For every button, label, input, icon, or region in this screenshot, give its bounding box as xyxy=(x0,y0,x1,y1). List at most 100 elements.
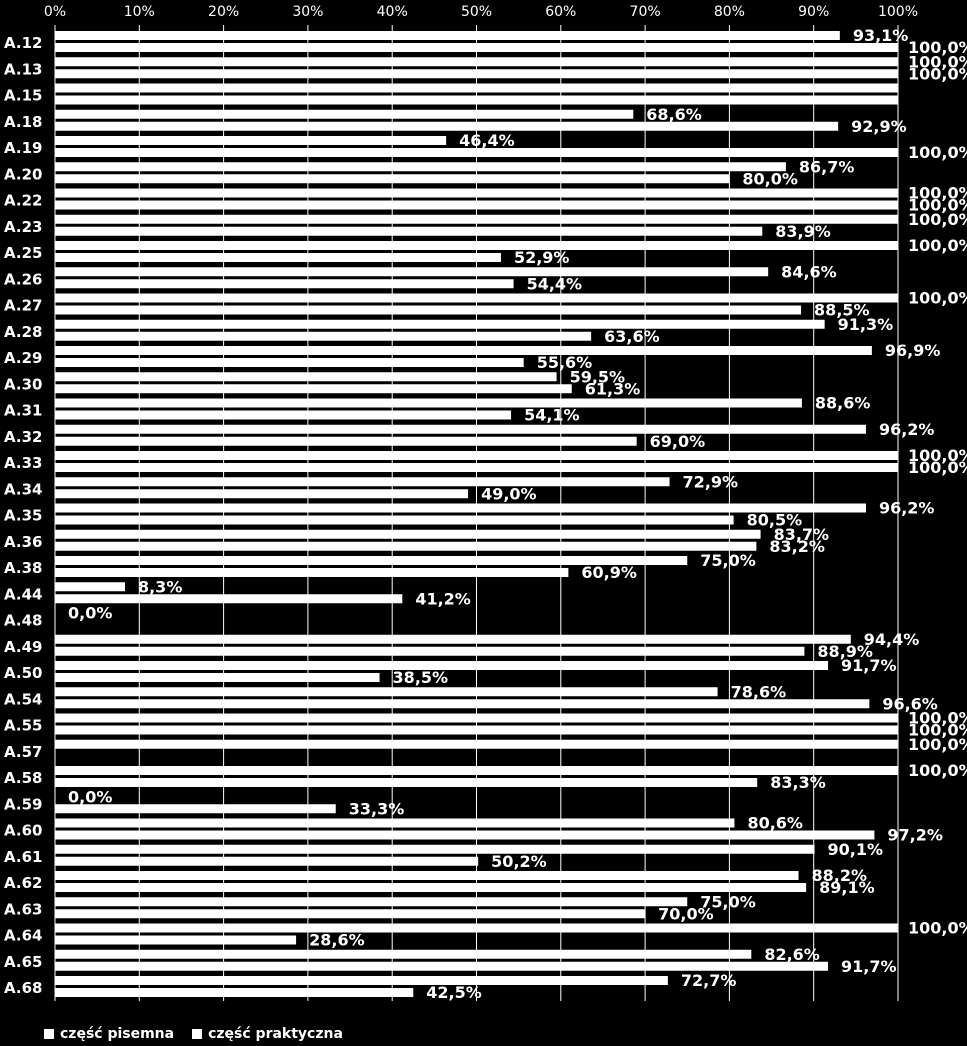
bar-pisemna xyxy=(55,83,898,93)
x-tick-label: 10% xyxy=(124,4,155,20)
bar-pisemna xyxy=(55,162,786,172)
data-label: 54,1% xyxy=(524,406,580,425)
legend-item-praktyczna: część praktyczna xyxy=(192,1026,343,1042)
bar-pisemna xyxy=(55,661,829,670)
category-label: A.64 xyxy=(4,927,42,945)
bar-praktyczna xyxy=(55,279,514,289)
category-label: A.54 xyxy=(4,690,42,708)
bar-praktyczna xyxy=(55,856,479,866)
legend-swatch-praktyczna xyxy=(192,1029,203,1039)
data-label: 55,6% xyxy=(537,353,593,372)
bar-pisemna xyxy=(55,372,557,382)
bar-pisemna xyxy=(55,424,866,434)
category-label: A.34 xyxy=(4,480,42,498)
bar-praktyczna xyxy=(55,200,898,210)
bar-praktyczna xyxy=(55,331,592,341)
x-tick-label: 70% xyxy=(630,4,661,20)
category-label: A.31 xyxy=(4,402,42,420)
category-label: A.22 xyxy=(4,192,42,210)
bar-pisemna xyxy=(55,31,840,40)
data-label: 96,6% xyxy=(882,694,938,713)
category-label: A.23 xyxy=(4,218,42,236)
data-label: 100,0% xyxy=(908,143,967,162)
data-label: 90,1% xyxy=(828,840,884,859)
data-label: 100,0% xyxy=(908,709,967,728)
category-label: A.58 xyxy=(4,769,42,787)
category-label: A.44 xyxy=(4,585,42,603)
data-label: 96,9% xyxy=(885,341,941,360)
bar-praktyczna xyxy=(55,699,870,709)
data-label: 88,6% xyxy=(815,394,871,413)
category-label: A.59 xyxy=(4,795,42,813)
category-label: A.15 xyxy=(4,87,42,105)
data-label: 75,0% xyxy=(700,551,756,570)
data-label: 38,5% xyxy=(393,668,449,687)
category-label: A.32 xyxy=(4,428,42,446)
data-label: 72,9% xyxy=(683,472,739,491)
data-label: 8,3% xyxy=(138,577,182,596)
bar-pisemna xyxy=(55,214,898,224)
bar-praktyczna xyxy=(55,725,898,735)
data-label: 100,0% xyxy=(908,196,967,215)
x-tick-label: 60% xyxy=(545,4,576,20)
bar-praktyczna xyxy=(55,305,802,315)
bar-pisemna xyxy=(55,451,898,460)
category-label: A.36 xyxy=(4,533,42,551)
data-label: 91,7% xyxy=(841,656,897,675)
category-label: A.26 xyxy=(4,270,42,288)
category-label: A.27 xyxy=(4,297,42,315)
bar-pisemna xyxy=(55,976,668,985)
bar-praktyczna xyxy=(55,778,758,787)
x-tick-label: 20% xyxy=(208,4,239,20)
bar-pisemna xyxy=(55,503,866,513)
data-label: 69,0% xyxy=(650,432,706,451)
category-label: A.50 xyxy=(4,664,42,682)
legend-swatch-pisemna xyxy=(44,1029,54,1039)
data-label: 100,0% xyxy=(908,52,967,71)
data-label: 42,5% xyxy=(426,983,482,1002)
category-label: A.25 xyxy=(4,244,42,262)
bar-praktyczna xyxy=(55,935,297,945)
category-label: A.13 xyxy=(4,60,42,78)
bar-praktyczna xyxy=(55,830,875,840)
bar-praktyczna xyxy=(55,646,805,656)
category-label: A.38 xyxy=(4,559,42,577)
bar-pisemna xyxy=(55,923,898,933)
data-label: 86,7% xyxy=(799,157,855,176)
bar-praktyczna xyxy=(55,253,501,262)
data-label: 100,0% xyxy=(908,64,967,83)
bar-pisemna xyxy=(55,188,898,198)
bar-pisemna xyxy=(55,634,851,644)
data-label: 70,0% xyxy=(658,904,714,923)
bar-pisemna xyxy=(55,346,872,355)
category-label: A.63 xyxy=(4,900,42,918)
bar-pisemna xyxy=(55,556,688,565)
category-label: A.68 xyxy=(4,979,42,997)
data-label: 59,5% xyxy=(570,367,626,386)
bar-praktyczna xyxy=(55,515,734,525)
bar-pisemna xyxy=(55,766,898,775)
data-label: 54,4% xyxy=(527,274,583,293)
data-label: 84,6% xyxy=(781,262,837,281)
category-label: A.29 xyxy=(4,349,42,367)
bar-pisemna xyxy=(55,57,898,67)
data-label: 97,2% xyxy=(887,826,943,845)
x-tick-label: 100% xyxy=(878,4,918,20)
data-label: 72,7% xyxy=(681,971,737,990)
category-label: A.48 xyxy=(4,612,42,630)
bar-praktyczna xyxy=(55,568,569,577)
bar-praktyczna xyxy=(55,673,380,682)
bar-pisemna xyxy=(55,398,802,408)
category-label: A.57 xyxy=(4,743,42,761)
x-tick-label: 0% xyxy=(44,4,66,20)
bar-pisemna xyxy=(55,477,670,487)
bar-praktyczna xyxy=(55,69,898,79)
bar-praktyczna xyxy=(55,594,403,604)
data-label: 52,9% xyxy=(514,248,570,267)
bar-praktyczna xyxy=(55,95,898,105)
category-label: A.60 xyxy=(4,822,42,840)
x-axis-ticks: 0% 10% 20% 30% 40% 50% 60% 70% 80% 90% 100% xyxy=(44,4,918,20)
category-label: A.65 xyxy=(4,953,42,971)
category-label: A.62 xyxy=(4,874,42,892)
